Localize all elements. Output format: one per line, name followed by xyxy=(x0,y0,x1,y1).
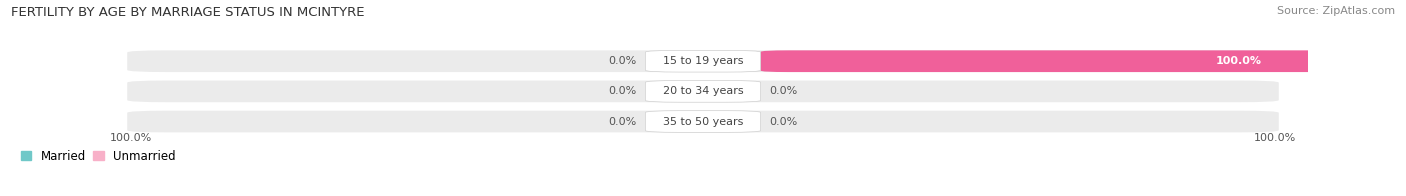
Text: 100.0%: 100.0% xyxy=(1216,56,1261,66)
FancyBboxPatch shape xyxy=(645,111,761,132)
Legend: Married, Unmarried: Married, Unmarried xyxy=(21,150,176,163)
Text: 15 to 19 years: 15 to 19 years xyxy=(662,56,744,66)
Text: 35 to 50 years: 35 to 50 years xyxy=(662,116,744,127)
FancyBboxPatch shape xyxy=(127,111,1279,132)
Text: 0.0%: 0.0% xyxy=(769,116,797,127)
Text: 0.0%: 0.0% xyxy=(609,116,637,127)
FancyBboxPatch shape xyxy=(645,81,761,102)
FancyBboxPatch shape xyxy=(761,50,1336,72)
Text: 0.0%: 0.0% xyxy=(609,56,637,66)
Text: 100.0%: 100.0% xyxy=(1254,133,1296,143)
Text: 0.0%: 0.0% xyxy=(609,86,637,96)
FancyBboxPatch shape xyxy=(127,50,1279,72)
Text: 100.0%: 100.0% xyxy=(110,133,152,143)
Text: 0.0%: 0.0% xyxy=(769,86,797,96)
Text: Source: ZipAtlas.com: Source: ZipAtlas.com xyxy=(1277,6,1395,16)
FancyBboxPatch shape xyxy=(645,50,761,72)
FancyBboxPatch shape xyxy=(127,81,1279,102)
Text: 20 to 34 years: 20 to 34 years xyxy=(662,86,744,96)
Text: FERTILITY BY AGE BY MARRIAGE STATUS IN MCINTYRE: FERTILITY BY AGE BY MARRIAGE STATUS IN M… xyxy=(11,6,364,19)
